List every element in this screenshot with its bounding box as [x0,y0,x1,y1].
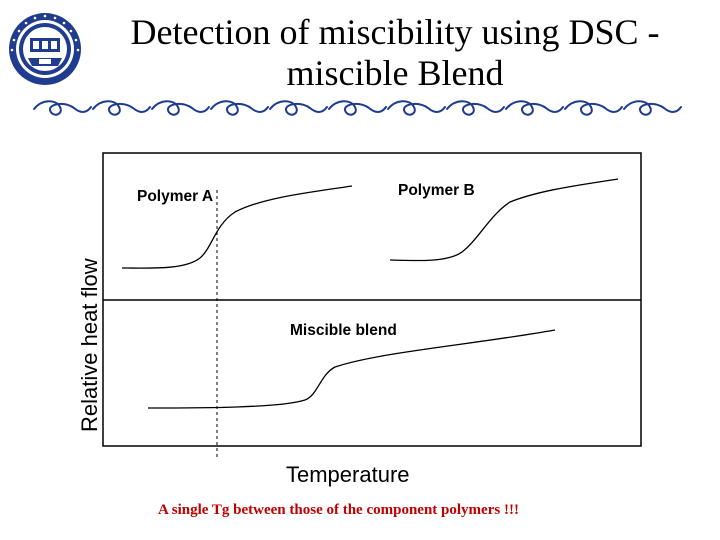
swirl-segment [33,100,92,116]
polymer-a-curve [121,185,353,269]
swirl-segment [328,100,387,116]
miscible-blend-curve [147,329,556,409]
slide-title: Detection of miscibility using DSC - mis… [130,12,660,93]
swirl-segment [387,100,446,116]
slide-caption: A single Tg between those of the compone… [158,502,519,518]
swirl-segment [446,100,505,116]
label-polymer-b: Polymer B [398,182,475,199]
swirl-segment [505,100,564,116]
swirl-segment [151,100,210,116]
ornamental-swirl-divider-icon [33,100,682,116]
swirl-segment [564,100,623,116]
axis-x-label: Temperature [286,462,410,487]
swirl-segment [210,100,269,116]
polymer-b-curve [389,178,619,262]
axis-y-label: Relative heat flow [77,258,102,432]
label-miscible-blend: Miscible blend [290,322,397,339]
swirl-segment [623,100,682,116]
label-polymer-a: Polymer A [137,188,213,205]
dsc-diagram: Polymer A Polymer B Miscible blend Tempe… [77,152,642,487]
swirl-segment [269,100,328,116]
swirl-segment [92,100,151,116]
university-seal-icon [9,13,81,85]
